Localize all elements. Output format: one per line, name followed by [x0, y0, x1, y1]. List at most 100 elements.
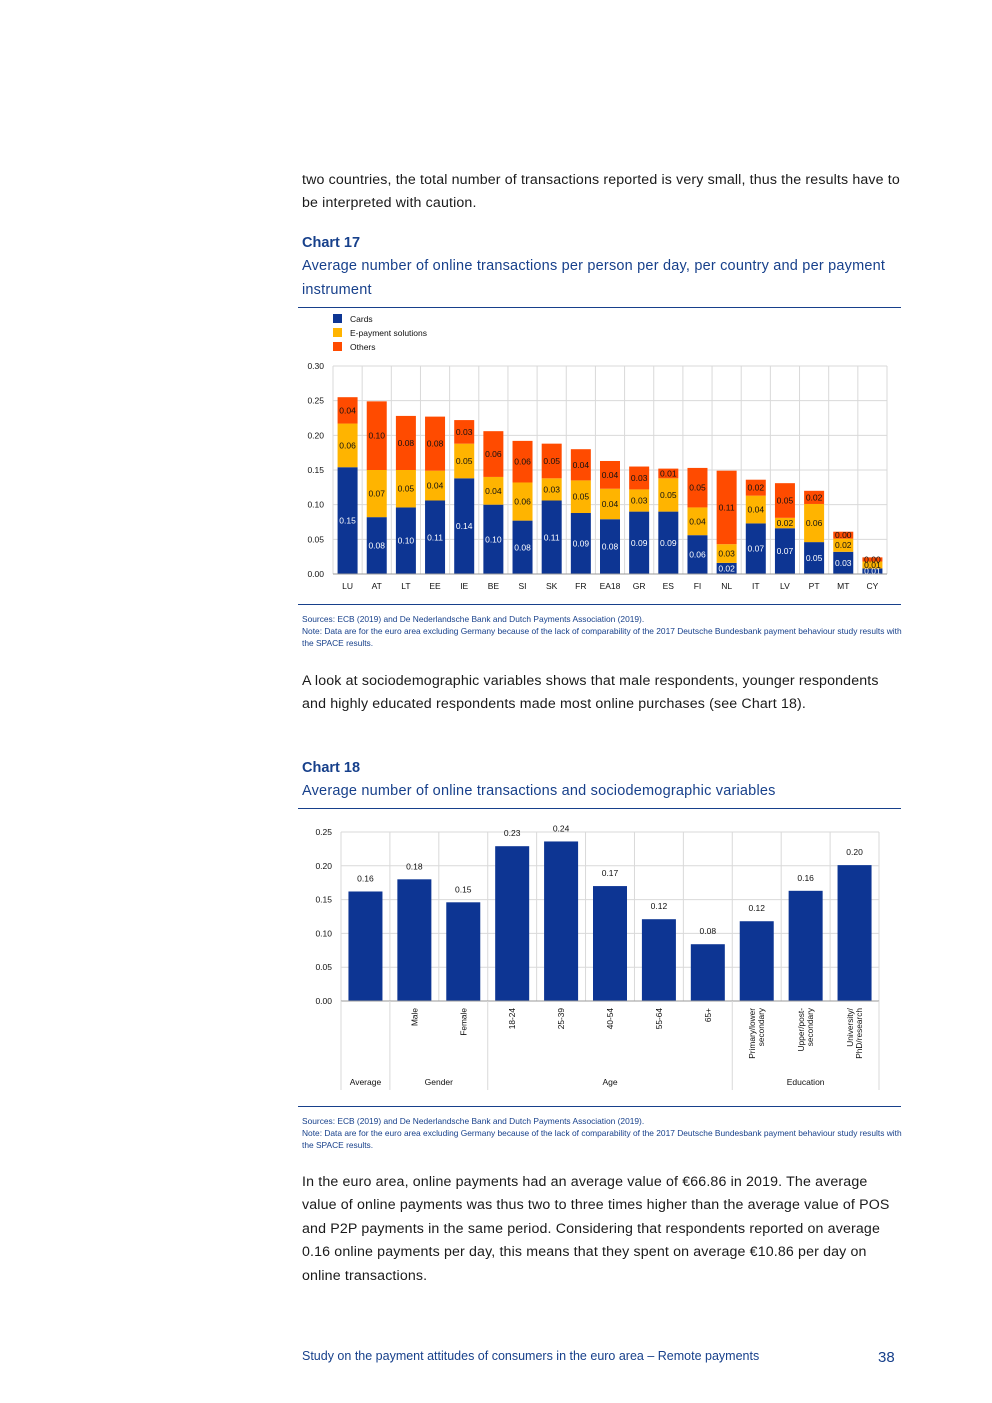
x-tick-label: Primary/lower secondary [747, 1007, 766, 1059]
data-label: 0.11 [544, 532, 560, 542]
data-label: 0.08 [427, 439, 444, 449]
x-tick-label: BE [488, 581, 500, 591]
x-tick-label: ES [663, 581, 675, 591]
bar-others-be [483, 431, 504, 477]
x-tick-label-line: Female [458, 1008, 468, 1036]
x-tick-label: IT [752, 581, 760, 591]
bar-others-es [658, 468, 679, 479]
bar-cards-nl [716, 562, 737, 574]
x-tick-label: 18-24 [507, 1008, 517, 1030]
bar-others-cy [862, 557, 883, 562]
intro-paragraph: two countries, the total number of trans… [302, 172, 900, 212]
data-label: 0.17 [602, 868, 619, 878]
data-label: 0.05 [660, 490, 677, 500]
x-tick-label: SK [546, 581, 558, 591]
data-label: 0.15 [455, 884, 472, 894]
bar-65- [690, 944, 725, 1001]
x-tick-label-line: 40-54 [605, 1008, 615, 1030]
data-label: 0.20 [846, 847, 863, 857]
y-tick-label: 0.05 [315, 962, 332, 972]
data-label: 0.06 [485, 449, 502, 459]
bar-25-39 [544, 841, 579, 1001]
bar-cards-ea18 [600, 519, 620, 574]
data-label: 0.04 [573, 460, 590, 470]
bar-cards-it [745, 523, 766, 574]
data-label: 0.06 [339, 440, 356, 450]
bar-cards-fr [570, 512, 591, 574]
bar-cards-pt [804, 542, 825, 574]
bar-cards-mt [833, 551, 854, 574]
bar-e-payment-solutions-it [745, 495, 766, 524]
group-label-average: Average [350, 1077, 382, 1087]
data-label: 0.01 [864, 566, 881, 576]
x-tick-label-line: PhD/research [854, 1008, 864, 1059]
footer-title: Study on the payment attitudes of consum… [302, 1349, 760, 1363]
legend-label-0: Cards [350, 314, 373, 324]
data-label: 0.01 [864, 560, 881, 570]
data-label: 0.06 [514, 457, 531, 467]
data-label: 0.09 [660, 538, 677, 548]
bar-cards-cy [862, 568, 883, 574]
x-tick-label: Upper/post-secondary [796, 1007, 815, 1051]
group-label-age: Age [602, 1077, 617, 1087]
bar-others-lt [395, 415, 416, 470]
x-tick-label: LU [342, 581, 353, 591]
chart18-label: Chart 18 [302, 760, 361, 776]
data-label: 0.10 [485, 534, 502, 544]
chart18-bottom-rule [298, 1106, 901, 1107]
data-label: 0.02 [835, 540, 852, 550]
chart17-sources: Sources: ECB (2019) and De Nederlandsche… [302, 614, 645, 624]
chart17-title: Average number of online transactions pe… [302, 258, 886, 298]
bar-e-payment-solutions-be [483, 476, 504, 505]
data-label: 0.01 [660, 468, 677, 478]
y-tick-label: 0.10 [315, 928, 332, 938]
bar-e-payment-solutions-lt [395, 470, 416, 508]
bar-others-si [512, 440, 533, 483]
bar-others-pt [804, 490, 825, 504]
x-tick-label: LT [401, 581, 410, 591]
x-tick-label: MT [837, 581, 849, 591]
bar-others-ea18 [600, 460, 620, 489]
chart18-title: Average number of online transactions an… [302, 783, 776, 799]
data-label: 0.03 [456, 427, 473, 437]
data-label: 0.11 [427, 532, 443, 542]
chart18-note: Note: Data are for the euro area excludi… [302, 1127, 902, 1150]
bar-others-sk [541, 443, 562, 479]
data-label: 0.03 [631, 496, 648, 506]
bar-others-lu [337, 397, 358, 424]
y-tick-label: 0.30 [307, 361, 324, 371]
y-tick-label: 0.00 [307, 569, 324, 579]
data-label: 0.04 [602, 470, 619, 480]
bar-cards-fi [687, 535, 708, 574]
chart18-notes: Sources: ECB (2019) and De Nederlandsche… [302, 1116, 902, 1151]
bar-cards-lv [774, 528, 795, 574]
bar-upper-post-secondary [788, 890, 823, 1001]
x-tick-label: PT [809, 581, 820, 591]
data-label: 0.08 [398, 438, 415, 448]
x-tick-label-line: University/ [845, 1007, 855, 1046]
bar-male [397, 879, 432, 1001]
data-label: 0.09 [631, 538, 648, 548]
x-tick-label: EE [429, 581, 441, 591]
data-label: 0.15 [339, 516, 356, 526]
data-label: 0.00 [864, 554, 881, 564]
bar-e-payment-solutions-ie [454, 443, 475, 479]
bar-e-payment-solutions-mt [833, 538, 854, 552]
data-label: 0.00 [835, 530, 852, 540]
bar-others-at [366, 401, 387, 470]
data-label: 0.05 [806, 553, 823, 563]
y-tick-label: 0.10 [307, 500, 324, 510]
data-label: 0.05 [573, 492, 590, 502]
data-label: 0.03 [835, 558, 852, 568]
y-tick-label: 0.20 [307, 430, 324, 440]
bar-cards-ee [425, 500, 446, 574]
bar-others-fr [570, 449, 591, 481]
data-label: 0.16 [797, 873, 814, 883]
chart18: 0.00 0.05 0.10 0.15 0.20 0.25 0.16 0.18 Male 0.15… [315, 823, 880, 1090]
bar-cards-be [483, 504, 504, 574]
chart17-notes: Sources: ECB (2019) and De Nederlandsche… [302, 614, 902, 649]
data-label: 0.05 [456, 456, 473, 466]
bar-others-lv [774, 483, 795, 518]
data-label: 0.04 [602, 499, 619, 509]
bar-18-24 [495, 846, 530, 1001]
